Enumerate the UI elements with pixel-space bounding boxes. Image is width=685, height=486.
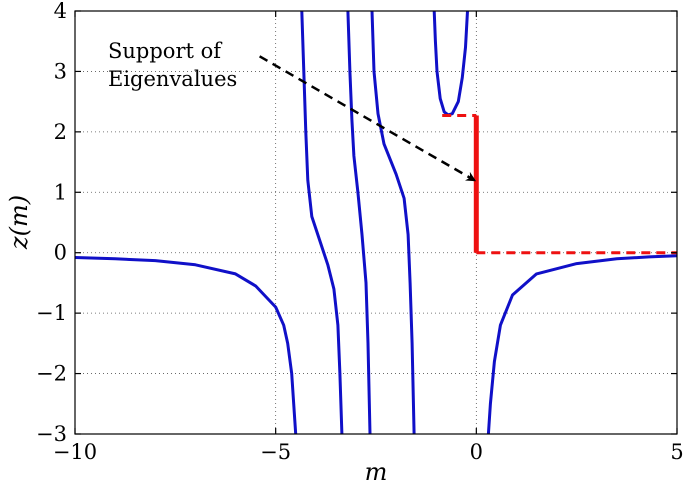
series-line-2 (346, 10, 372, 435)
y-tick-label-5: 2 (54, 120, 67, 144)
annotation-group: Support of Eigenvalues (108, 39, 477, 182)
series-line-1 (300, 10, 344, 435)
grid (75, 11, 677, 434)
plot-frame (74, 10, 678, 435)
y-tick-label-7: 4 (54, 0, 67, 23)
series-line-0 (74, 256, 298, 435)
series-line-3 (370, 10, 416, 435)
y-tick-label-2: −1 (36, 301, 67, 325)
x-tick-label-0: −10 (53, 440, 97, 464)
y-axis-label: z(m) (5, 195, 33, 250)
y-tick-label-1: −2 (36, 362, 67, 386)
x-tick-label-1: −5 (260, 440, 291, 464)
annotation-arrow-0 (258, 55, 477, 182)
y-tick-label-6: 3 (54, 59, 67, 83)
y-tick-label-4: 1 (54, 180, 67, 204)
x-tick-label-3: 5 (670, 440, 683, 464)
y-tick-label-0: −3 (36, 422, 67, 446)
annotation-text-0-0: Support of (108, 39, 223, 63)
x-axis-label: m (365, 458, 388, 486)
y-tick-label-3: 0 (54, 241, 67, 265)
annotation-text-0-1: Eigenvalues (108, 67, 237, 91)
series-group (74, 10, 678, 435)
x-tick-label-2: 0 (470, 440, 483, 464)
series-line-5 (486, 254, 678, 435)
